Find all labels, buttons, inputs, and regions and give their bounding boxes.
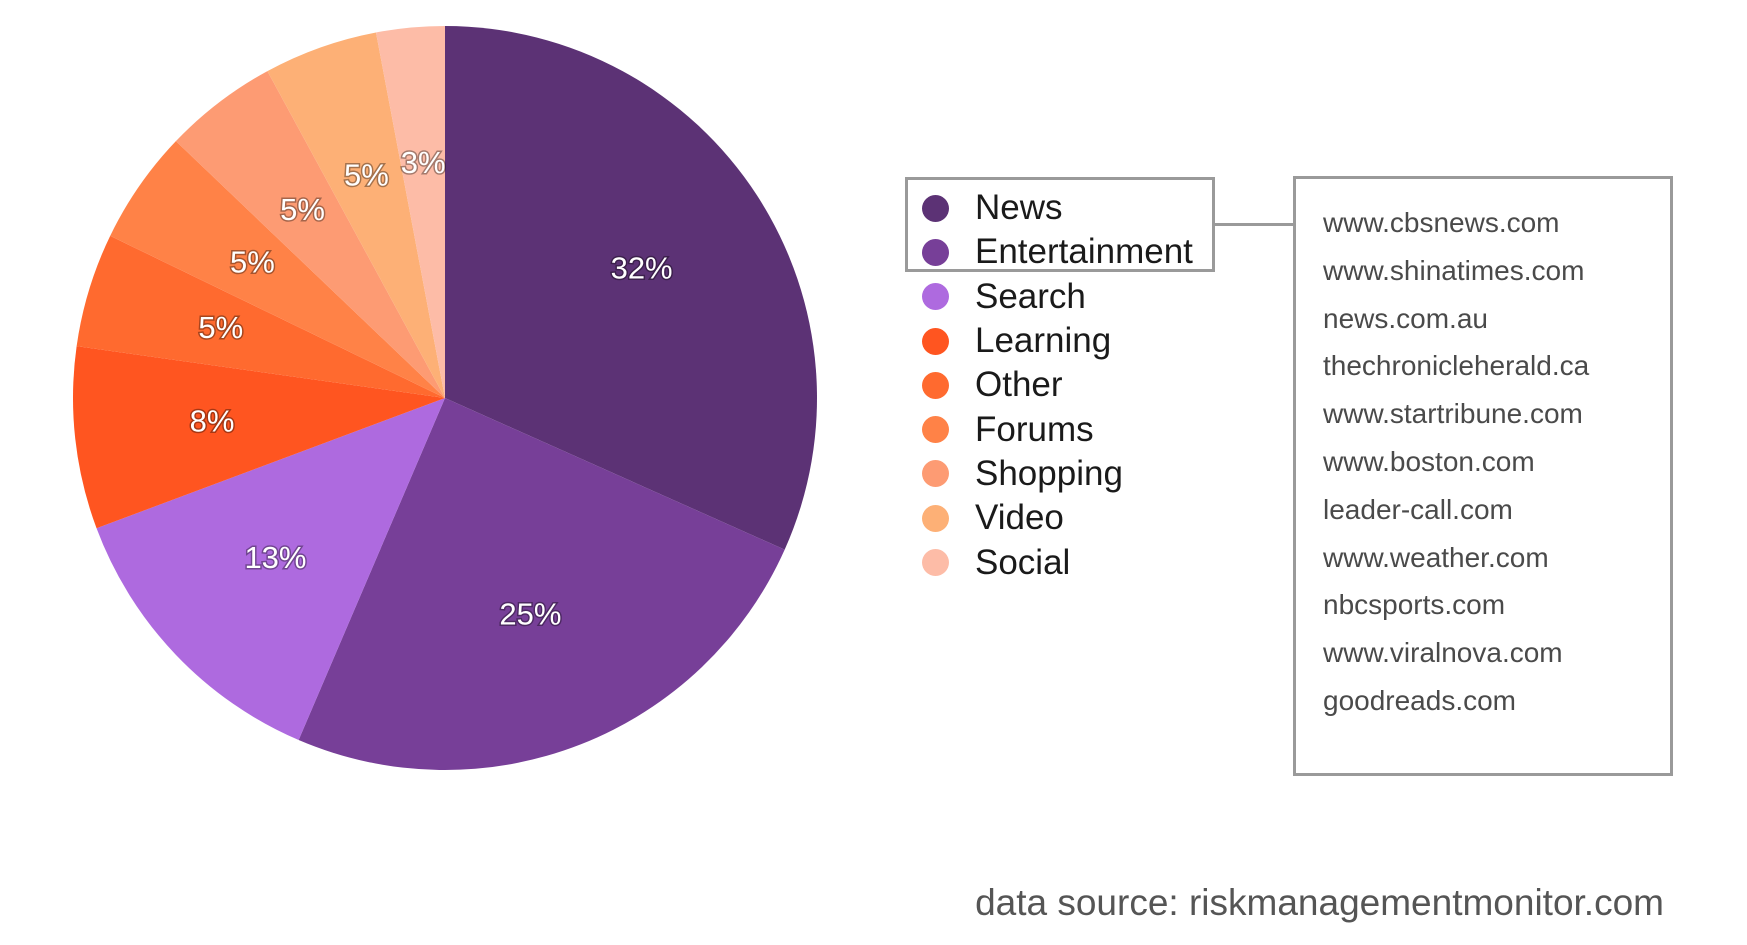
- legend-swatch: [922, 194, 949, 222]
- legend-swatch: [922, 327, 949, 355]
- site-list-item: www.boston.com: [1323, 445, 1535, 477]
- legend-label: Shopping: [975, 453, 1123, 493]
- pie-slice-shopping: [175, 71, 445, 399]
- legend-label: Entertainment: [975, 232, 1193, 272]
- site-list-item: leader-call.com: [1323, 493, 1513, 525]
- site-list-item: nbcsports.com: [1323, 589, 1506, 621]
- pie-slice-entertainment: [298, 398, 785, 770]
- legend-item-video: Video: [922, 496, 1252, 540]
- legend-label: Social: [975, 542, 1071, 582]
- legend-label: Video: [975, 498, 1064, 538]
- site-list-item: news.com.au: [1323, 302, 1488, 334]
- slice-label-social: 3%: [401, 145, 446, 180]
- site-list-item: www.viralnova.com: [1323, 637, 1563, 669]
- slice-label-learning: 8%: [190, 404, 235, 439]
- pie-slice-other: [76, 235, 446, 398]
- pie-slice-social: [375, 26, 445, 398]
- legend-swatch: [922, 416, 949, 444]
- pie-slice-video: [267, 32, 445, 398]
- legend-item-forums: Forums: [922, 407, 1252, 451]
- legend-highlight-box: [905, 177, 1215, 272]
- site-list-item: thechronicleherald.ca: [1323, 350, 1590, 382]
- pie-slice-learning: [72, 346, 445, 529]
- pie-chart: 32%25%13%8%5%5%5%5% 3%: [72, 26, 817, 770]
- site-list-item: www.shinatimes.com: [1323, 254, 1585, 286]
- legend-label: Other: [975, 365, 1063, 405]
- slice-label-shopping: 5%: [280, 192, 325, 227]
- slice-label-other: 5%: [198, 310, 243, 345]
- legend-item-search: Search: [922, 275, 1252, 319]
- slice-label-search: 13%: [244, 540, 306, 575]
- legend-item-social: Social: [922, 540, 1252, 584]
- legend-swatch: [922, 238, 949, 266]
- legend-swatch: [922, 283, 949, 311]
- connector-line: [1215, 223, 1295, 226]
- legend-item-news: News: [922, 186, 1252, 230]
- legend-label: Forums: [975, 409, 1094, 449]
- site-list-item: www.startribune.com: [1323, 398, 1583, 430]
- site-list-item: goodreads.com: [1323, 684, 1517, 716]
- legend-swatch: [922, 371, 949, 399]
- legend-item-learning: Learning: [922, 319, 1252, 363]
- legend-swatch: [922, 549, 949, 577]
- pie-slice-news: [445, 26, 817, 550]
- legend-label: News: [975, 188, 1063, 228]
- legend-label: Search: [975, 276, 1086, 316]
- pie-slice-forums: [110, 141, 446, 398]
- slice-label-news: 32%: [611, 251, 673, 286]
- legend-item-shopping: Shopping: [922, 452, 1252, 496]
- site-list-item: www.weather.com: [1323, 541, 1549, 573]
- legend-swatch: [922, 504, 949, 532]
- slice-label-entertainment: 25%: [499, 596, 561, 631]
- legend-label: Learning: [975, 321, 1112, 361]
- legend-item-other: Other: [922, 363, 1252, 407]
- slice-label-video: 5%: [344, 157, 389, 192]
- legend-item-entertainment: Entertainment: [922, 230, 1252, 274]
- legend: News Entertainment Search Learning Other Foru…: [922, 186, 1252, 585]
- sites-list-box: www.cbsnews.com www.shinatimes.com news.co…: [1293, 176, 1673, 776]
- data-source-note: data source: riskmanagementmonitor.com: [975, 882, 1664, 923]
- site-list-item: www.cbsnews.com: [1323, 207, 1560, 238]
- slice-label-forums: 5%: [230, 245, 275, 280]
- pie-slice-search: [96, 398, 445, 740]
- legend-swatch: [922, 460, 949, 488]
